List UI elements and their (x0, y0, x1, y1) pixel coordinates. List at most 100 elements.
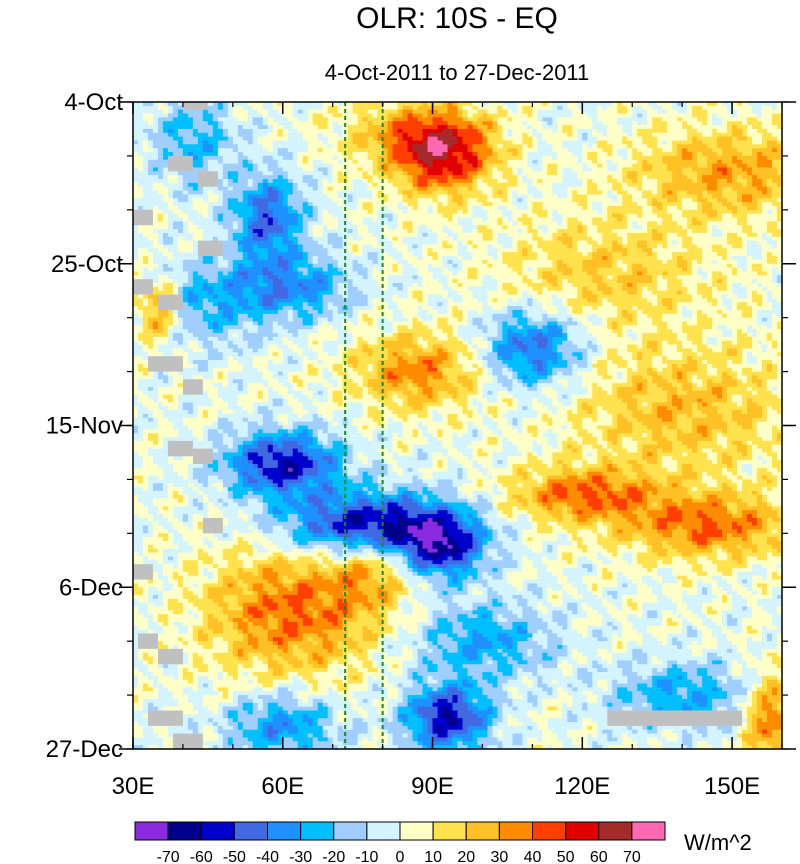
heatmap-cell (158, 110, 164, 114)
heatmap-cell (497, 121, 503, 125)
heatmap-cell (418, 129, 424, 133)
heatmap-cell (732, 121, 738, 125)
heatmap-cell (458, 141, 464, 145)
heatmap-cell (228, 121, 234, 125)
heatmap-cell (462, 129, 468, 133)
heatmap-cell (742, 137, 748, 141)
heatmap-cell (298, 141, 304, 145)
heatmap-cell (368, 117, 374, 121)
heatmap-cell (433, 141, 439, 145)
heatmap-cell (388, 152, 394, 156)
heatmap-cell (423, 137, 429, 141)
heatmap-cell (572, 148, 578, 152)
heatmap-cell (268, 125, 274, 129)
heatmap-cell (148, 106, 154, 110)
heatmap-cell (767, 117, 773, 121)
heatmap-cell (502, 114, 508, 118)
heatmap-cell (582, 117, 588, 121)
heatmap-cell (163, 133, 169, 137)
heatmap-cell (293, 152, 299, 156)
heatmap-cell (428, 137, 434, 141)
heatmap-cell (527, 117, 533, 121)
heatmap-cell (472, 137, 478, 141)
heatmap-cell (308, 144, 314, 148)
heatmap-cell (537, 106, 543, 110)
heatmap-cell (403, 121, 409, 125)
heatmap-cell (652, 110, 658, 114)
heatmap-cell (423, 133, 429, 137)
heatmap-cell (213, 141, 219, 145)
heatmap-cell (338, 152, 344, 156)
heatmap-cell (672, 114, 678, 118)
heatmap-cell (458, 117, 464, 121)
heatmap-cell (587, 121, 593, 125)
heatmap-cell (487, 129, 493, 133)
heatmap-cell (273, 152, 279, 156)
heatmap-cell (612, 110, 618, 114)
heatmap-cell (203, 129, 209, 133)
heatmap-cell (178, 144, 184, 148)
heatmap-cell (512, 141, 518, 145)
heatmap-cell (467, 148, 473, 152)
heatmap-cell (453, 125, 459, 129)
heatmap-cell (243, 106, 249, 110)
heatmap-cell (193, 125, 199, 129)
heatmap-cell (163, 141, 169, 145)
heatmap-cell (537, 144, 543, 148)
heatmap-cell (537, 117, 543, 121)
heatmap-cell (238, 137, 244, 141)
heatmap-cell (268, 117, 274, 121)
heatmap-cell (268, 114, 274, 118)
heatmap-cell (248, 137, 254, 141)
heatmap-cell (408, 114, 414, 118)
heatmap-cell (203, 125, 209, 129)
heatmap-cell (582, 106, 588, 110)
heatmap-cell (178, 141, 184, 145)
heatmap-cell (453, 117, 459, 121)
heatmap-cell (418, 148, 424, 152)
heatmap-cell (403, 110, 409, 114)
heatmap-cell (268, 133, 274, 137)
heatmap-cell (622, 110, 628, 114)
heatmap-cell (482, 152, 488, 156)
heatmap-cell (333, 144, 339, 148)
heatmap-cell (428, 114, 434, 118)
heatmap-cell (677, 137, 683, 141)
heatmap-cell (173, 144, 179, 148)
heatmap-cell (443, 144, 449, 148)
heatmap-cell (223, 121, 229, 125)
heatmap-cell (388, 137, 394, 141)
heatmap-cell (597, 141, 603, 145)
heatmap-cell (762, 114, 768, 118)
heatmap-cell (293, 144, 299, 148)
heatmap-cell (198, 114, 204, 118)
heatmap-cell (353, 117, 359, 121)
heatmap-cell (153, 114, 159, 118)
heatmap-cell (577, 133, 583, 137)
heatmap-cell (597, 106, 603, 110)
heatmap-cell (358, 133, 364, 137)
heatmap-cell (348, 121, 354, 125)
heatmap-cell (567, 129, 573, 133)
heatmap-cell (298, 114, 304, 118)
heatmap-cell (732, 148, 738, 152)
heatmap-cell (667, 121, 673, 125)
heatmap-cell (627, 114, 633, 118)
heatmap-cell (198, 141, 204, 145)
heatmap-cell (702, 121, 708, 125)
heatmap-cell (657, 114, 663, 118)
heatmap-cell (502, 144, 508, 148)
heatmap-cell (682, 110, 688, 114)
heatmap-cell (767, 141, 773, 145)
heatmap-cell (443, 141, 449, 145)
heatmap-cell (757, 121, 763, 125)
heatmap-cell (617, 133, 623, 137)
heatmap-cell (542, 106, 548, 110)
heatmap-cell (692, 114, 698, 118)
heatmap-cell (173, 106, 179, 110)
heatmap-cell (313, 137, 319, 141)
heatmap-cell (293, 117, 299, 121)
heatmap-cell (532, 106, 538, 110)
heatmap-cell (158, 129, 164, 133)
heatmap-cell (368, 144, 374, 148)
